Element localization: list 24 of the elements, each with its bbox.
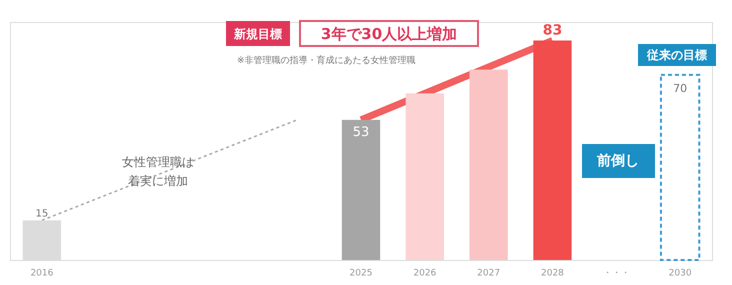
x-tick-label: 2026 [413,268,437,278]
annotation: 女性管理職は [122,155,194,169]
annotation: 着実に増加 [128,174,188,188]
x-tick-label: 2027 [477,268,500,278]
bar [469,70,508,260]
data-label: 53 [352,124,370,140]
bar [342,120,380,260]
annotation: 3年で30人以上増加 [320,25,458,43]
x-tick-label: 2016 [30,268,54,278]
bar [533,40,572,260]
annotation: 新規目標 [233,27,282,41]
annotation: 前倒し [596,153,639,169]
data-label: 70 [673,82,688,95]
bar [406,93,444,260]
annotation: 従来の目標 [646,48,707,62]
annotation: ※非管理職の指導・育成にあたる女性管理職 [237,55,416,66]
bar [22,220,62,260]
bar [660,74,700,261]
x-tick-label: ・・・ [602,268,630,278]
data-label: 15 [36,208,48,220]
x-tick-label: 2030 [668,268,692,278]
data-label: 83 [542,22,562,39]
x-tick-label: 2025 [350,268,372,278]
x-tick-label: 2028 [541,268,564,278]
